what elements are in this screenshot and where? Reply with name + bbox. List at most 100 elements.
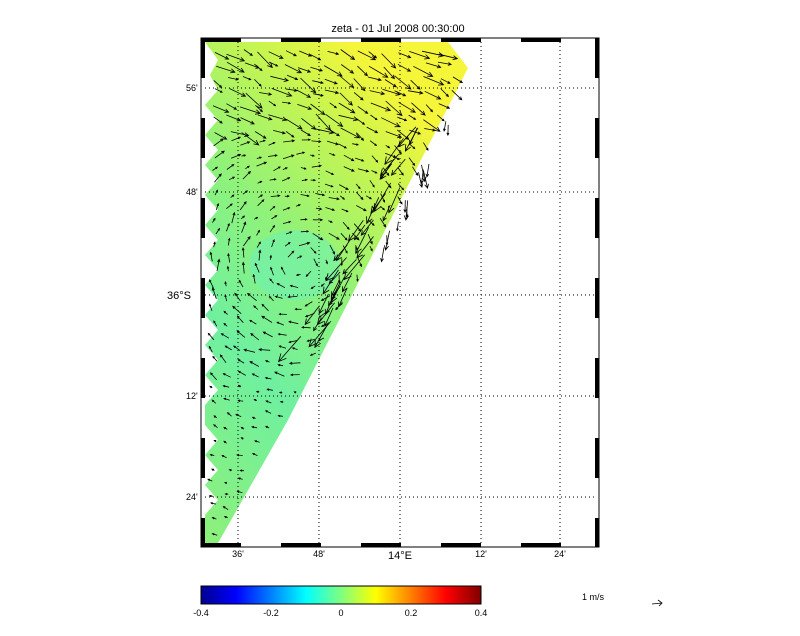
velocity-arrow [274, 371, 285, 377]
velocity-arrow [230, 131, 250, 137]
velocity-arrow [290, 373, 300, 377]
velocity-arrow [335, 240, 351, 262]
velocity-arrow [299, 50, 313, 57]
velocity-arrow [339, 184, 349, 190]
velocity-arrow [277, 333, 287, 336]
frame-segment [361, 543, 401, 547]
velocity-arrow [234, 292, 241, 302]
velocity-arrow [265, 400, 272, 404]
frame-segment [441, 38, 481, 42]
velocity-arrow [214, 88, 223, 93]
velocity-arrow [230, 194, 235, 198]
lat-tick-label: 36°S [167, 290, 191, 302]
velocity-arrow [237, 370, 246, 376]
frame-segment [361, 38, 401, 42]
velocity-arrow [243, 348, 256, 353]
velocity-arrow [253, 399, 258, 402]
colorbar-tick: -0.2 [263, 608, 279, 618]
velocity-arrow [276, 321, 284, 326]
frame-segment [561, 38, 599, 42]
velocity-arrow [421, 50, 445, 58]
velocity-arrow [269, 224, 276, 233]
velocity-arrow [339, 195, 346, 200]
velocity-arrow [213, 320, 218, 327]
velocity-arrow [222, 506, 229, 511]
velocity-arrow [223, 440, 227, 444]
velocity-arrow [287, 250, 295, 258]
velocity-arrow [310, 54, 322, 61]
velocity-arrow [285, 50, 297, 57]
lon-tick-label: 14°E [388, 550, 412, 562]
velocity-arrow [224, 294, 228, 302]
velocity-arrow [409, 129, 422, 135]
velocity-arrow [312, 233, 324, 241]
velocity-arrow [288, 320, 299, 325]
velocity-arrow [209, 372, 218, 381]
velocity-arrow [208, 345, 213, 353]
velocity-arrow [211, 399, 217, 404]
velocity-arrow [413, 65, 434, 77]
velocity-arrow [254, 79, 262, 87]
velocity-arrow [357, 50, 377, 61]
frame-segment [201, 358, 205, 398]
lat-tick-label: 48' [186, 187, 198, 197]
velocity-arrow [368, 65, 389, 78]
velocity-arrow [268, 295, 274, 302]
velocity-arrow [240, 215, 246, 220]
velocity-arrow [356, 118, 366, 125]
velocity-arrow [207, 332, 215, 341]
velocity-arrow [286, 74, 299, 80]
velocity-arrow [216, 65, 236, 74]
velocity-arrow [324, 78, 338, 85]
velocity-arrow [209, 303, 213, 312]
velocity-arrow [237, 384, 242, 388]
velocity-arrow [245, 92, 263, 109]
velocity-arrow [215, 227, 221, 235]
velocity-arrow [208, 494, 214, 498]
velocity-arrow [269, 254, 272, 260]
velocity-arrow [367, 76, 382, 82]
velocity-arrow [385, 100, 403, 117]
velocity-arrow [310, 247, 317, 254]
velocity-arrow [308, 321, 332, 348]
velocity-arrow [242, 190, 249, 195]
velocity-arrow [268, 51, 284, 59]
velocity-arrow [213, 424, 218, 429]
velocity-arrow [366, 126, 379, 134]
velocity-arrow [339, 92, 353, 106]
velocity-arrow [383, 66, 396, 80]
velocity-arrow [323, 65, 343, 77]
velocity-arrow [209, 251, 213, 262]
velocity-arrow [271, 88, 293, 97]
velocity-arrow [210, 502, 216, 505]
velocity-arrow [254, 63, 263, 72]
velocity-arrow [327, 51, 340, 56]
velocity-arrow [283, 139, 296, 143]
velocity-arrow [214, 132, 228, 140]
velocity-arrow [255, 390, 260, 393]
velocity-arrow [240, 141, 251, 146]
velocity-arrow [309, 352, 316, 356]
velocity-arrow [356, 205, 367, 212]
velocity-arrow [452, 76, 464, 84]
velocity-arrow [213, 116, 223, 124]
velocity-arrow [223, 322, 228, 327]
velocity-arrow [236, 315, 244, 323]
velocity-arrow [325, 259, 328, 265]
velocity-arrow [273, 130, 286, 135]
velocity-arrow [270, 266, 274, 276]
velocity-arrow [233, 345, 241, 351]
velocity-arrow [213, 440, 217, 443]
velocity-arrow [251, 425, 258, 429]
frame-segment [201, 278, 205, 318]
velocity-arrow [320, 283, 325, 287]
velocity-arrow [249, 361, 259, 367]
velocity-arrow [226, 265, 230, 272]
velocity-arrow [251, 373, 259, 378]
velocity-arrow [214, 173, 222, 183]
velocity-arrow [369, 90, 386, 96]
velocity-arrow [213, 138, 224, 147]
colorbar-tick: 0 [338, 608, 343, 618]
velocity-arrow [325, 207, 336, 211]
velocity-arrow [326, 140, 339, 146]
